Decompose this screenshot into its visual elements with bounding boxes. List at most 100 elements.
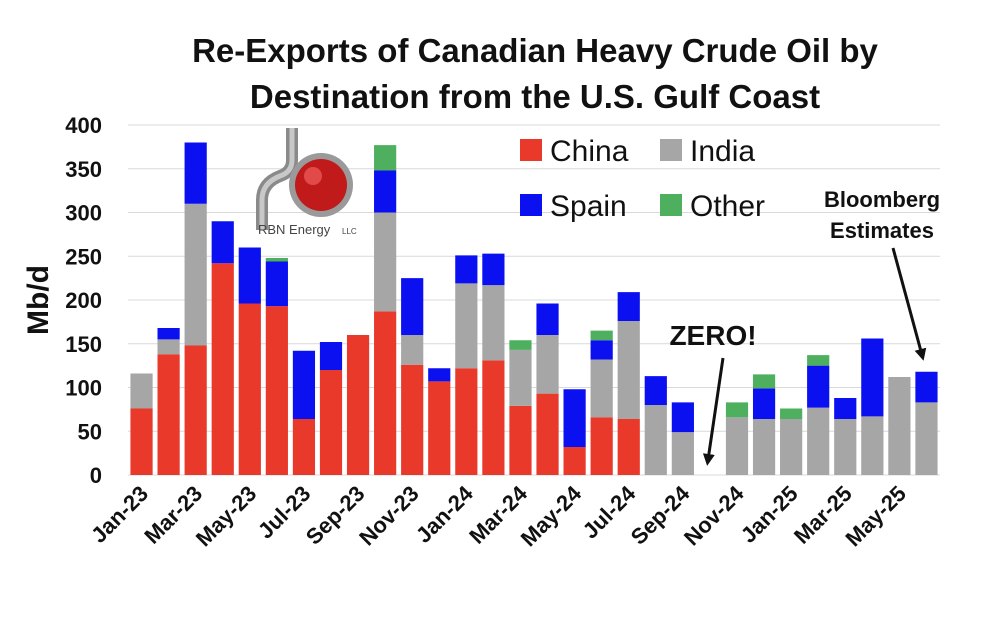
bar-spain-feb-24 [482,253,505,286]
x-tick-label: Nov-24 [679,480,749,550]
bar-india-oct-23 [374,212,397,312]
bar-china-feb-24 [482,360,505,476]
bar-spain-aug-23 [319,342,343,370]
x-tick-label: May-24 [516,480,587,551]
logo-suffix: LLC [342,227,357,236]
annotation-zero: ZERO! [669,320,756,351]
y-tick-label: 150 [65,332,102,357]
y-tick-label: 100 [65,376,102,401]
annotation-bloomberg-line-2: Estimates [830,218,934,243]
bar-spain-feb-25 [807,365,830,408]
bar-china-apr-23 [211,263,234,475]
y-tick-label: 200 [65,288,102,313]
bar-spain-jan-24 [455,255,478,284]
bar-other-jan-25 [780,408,803,419]
bar-other-feb-25 [807,355,830,366]
bar-china-apr-24 [536,393,559,476]
annotation-zero-arrow [702,357,725,466]
x-tick-label: Jan-24 [411,480,479,548]
bar-spain-sep-24 [671,402,694,433]
bar-india-jan-25 [780,419,803,475]
x-tick-label: May-25 [841,481,911,551]
bar-spain-mar-23 [184,142,207,204]
x-axis-ticks: Jan-23Mar-23May-23Jul-23Sep-23Nov-23Jan-… [86,480,911,551]
bars [130,142,938,476]
bar-china-may-24 [563,447,586,475]
bar-spain-apr-23 [211,221,234,264]
bar-spain-nov-23 [401,278,424,336]
y-axis-label: Mb/d [22,265,55,335]
bar-other-mar-24 [509,340,532,350]
bar-india-dec-24 [752,419,776,475]
bar-india-mar-24 [509,349,532,406]
bar-spain-mar-25 [834,398,857,419]
legend-swatch-india [660,139,682,161]
chart-title-line-1: Re-Exports of Canadian Heavy Crude Oil b… [192,32,878,69]
annotation-bloomberg-line-1: Bloomberg [824,187,940,212]
bar-spain-may-24 [563,389,586,447]
bar-spain-jul-23 [292,350,316,419]
bar-china-nov-23 [401,364,424,475]
bar-india-nov-23 [401,335,424,365]
x-tick-label: Jan-25 [736,481,803,548]
bar-china-mar-23 [184,345,207,475]
bar-india-feb-23 [157,339,180,355]
bar-other-nov-24 [725,402,749,418]
x-tick-label: May-23 [191,481,261,551]
legend-label-spain: Spain [550,190,627,223]
bar-china-jan-23 [130,408,153,475]
bar-other-jun-24 [590,330,613,341]
logo-name: RBN Energy [258,222,331,237]
y-tick-label: 0 [90,463,102,488]
legend-label-india: India [690,135,755,168]
x-tick-label: Jan-23 [86,481,153,548]
bar-spain-feb-23 [157,328,180,340]
bar-india-jul-24 [617,321,640,419]
bar-india-jan-23 [130,373,153,409]
rbn-energy-logo: RBN Energy LLC [256,128,357,237]
y-tick-label: 300 [65,201,102,226]
y-tick-label: 50 [78,419,102,444]
y-tick-label: 350 [65,157,102,182]
y-tick-label: 250 [65,244,102,269]
bar-spain-jul-24 [617,292,640,322]
bar-china-dec-23 [428,381,451,476]
x-tick-label: Sep-23 [301,481,370,550]
bar-india-may-25 [888,377,911,475]
bar-india-apr-25 [861,416,884,476]
bar-china-jun-23 [265,306,288,476]
bar-spain-apr-25 [861,338,884,417]
bar-china-jul-24 [617,419,640,475]
bar-india-apr-24 [536,335,559,394]
bar-spain-aug-24 [644,376,667,406]
bar-spain-jun-24 [590,340,613,360]
legend-label-china: China [550,135,629,168]
x-tick-label: Nov-23 [354,481,424,551]
bar-spain-apr-24 [536,303,559,335]
y-tick-label: 400 [65,113,102,138]
bar-spain-oct-23 [374,170,397,213]
bar-china-may-23 [238,303,261,475]
bar-china-sep-23 [346,335,370,475]
legend-swatch-china [520,139,542,161]
legend-swatch-other [660,194,682,216]
bar-india-feb-25 [807,407,830,476]
bar-spain-jun-25 [915,371,938,403]
bar-china-jan-24 [455,368,478,475]
bar-other-jun-23 [265,258,288,262]
bar-other-dec-24 [752,374,776,389]
bar-spain-dec-23 [428,368,451,382]
bar-india-nov-24 [725,417,749,475]
bar-china-jun-24 [590,417,613,475]
bar-india-jun-25 [915,402,938,476]
bar-india-feb-24 [482,285,505,361]
bar-india-jan-24 [455,283,478,369]
bar-india-mar-23 [184,203,207,346]
annotation-bloomberg-arrow [891,247,927,361]
bar-china-jul-23 [292,419,316,475]
chart-title-line-2: Destination from the U.S. Gulf Coast [250,78,820,115]
y-axis-ticks: 0 50 100 150 200 250 300 350 400 [65,113,102,488]
legend-label-other: Other [690,190,765,223]
bar-other-oct-23 [374,145,397,171]
